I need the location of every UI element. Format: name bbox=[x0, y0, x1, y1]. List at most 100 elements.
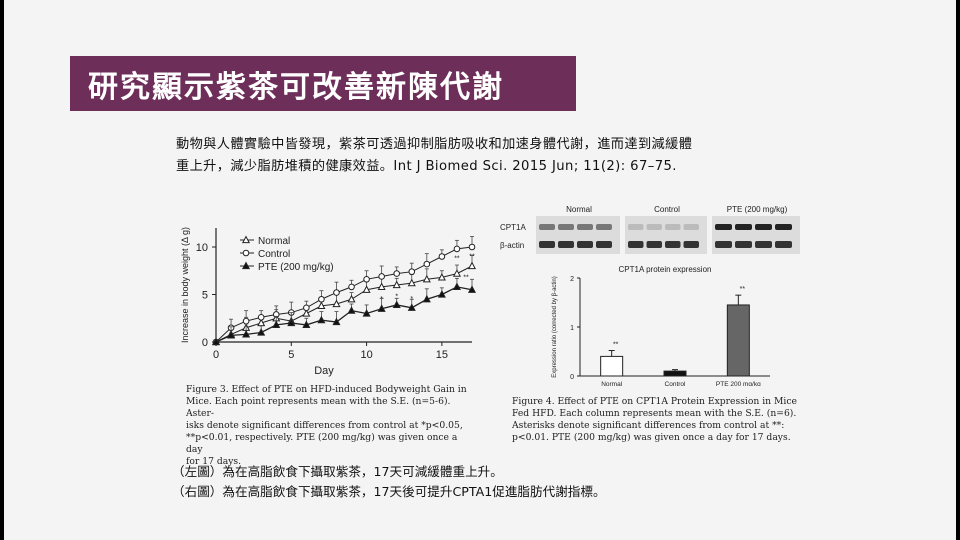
actin-band bbox=[558, 241, 574, 248]
cpt1a-band bbox=[775, 224, 792, 230]
category-label: Control bbox=[665, 381, 687, 386]
significance-mark: * bbox=[395, 293, 398, 300]
y-axis-label: Expression ratio (corrected by β-actin) bbox=[552, 276, 558, 378]
data-point bbox=[393, 270, 401, 277]
figure-3-caption-line-1: Figure 3. Effect of PTE on HFD-induced B… bbox=[186, 384, 467, 395]
actin-band bbox=[735, 241, 752, 248]
data-point bbox=[257, 328, 266, 336]
series-0 bbox=[211, 255, 477, 346]
data-point bbox=[408, 268, 416, 276]
data-point bbox=[377, 304, 386, 312]
data-point bbox=[332, 317, 341, 326]
figure-3: 0 5 10 15 0 5 10 Day Increase in body weight (Δ … bbox=[172, 212, 482, 467]
cpt1a-band bbox=[577, 224, 593, 230]
footnote-left: （左圖）為在高脂飲食下攝取紫茶，17天可減緩體重上升。 bbox=[172, 464, 503, 479]
actin-band bbox=[596, 241, 612, 248]
y-axis-label: Increase in body weight (Δ g) bbox=[180, 227, 190, 343]
cpt1a-band bbox=[628, 224, 644, 230]
data-point bbox=[362, 309, 371, 317]
data-point bbox=[392, 300, 401, 309]
intro-line-2: 重上升，減少脂肪堆積的健康效益。Int J Biomed Sci. 2015 J… bbox=[176, 159, 677, 174]
bar bbox=[663, 370, 687, 377]
intro-line-1: 動物與人體實驗中皆發現，紫茶可透過抑制脂肪吸收和加速身體代謝，進而達到減緩體 bbox=[176, 137, 693, 152]
legend: Normal Control PTE (200 mg/kg) bbox=[240, 235, 334, 273]
data-point bbox=[438, 253, 446, 260]
data-point bbox=[467, 285, 477, 293]
data-point bbox=[333, 289, 340, 296]
data-point bbox=[378, 273, 385, 280]
figure-4-caption-line-3: Asterisks denote significant differences… bbox=[512, 420, 785, 431]
data-point bbox=[332, 299, 341, 308]
actin-band bbox=[628, 241, 644, 248]
data-point bbox=[407, 278, 416, 287]
data-point bbox=[317, 315, 326, 324]
y-tick-label: 2 bbox=[570, 276, 574, 283]
data-point bbox=[257, 314, 265, 321]
actin-band bbox=[577, 241, 593, 248]
data-point bbox=[302, 320, 311, 328]
data-point bbox=[407, 303, 416, 311]
cpt1a-band bbox=[735, 224, 752, 230]
x-tick-label: 15 bbox=[436, 349, 448, 361]
y-tick-label: 10 bbox=[196, 242, 208, 254]
intro-paragraph: 動物與人體實驗中皆發現，紫茶可透過抑制脂肪吸收和加速身體代謝，進而達到減緩體 重… bbox=[176, 134, 796, 178]
figure-4-caption: Figure 4. Effect of PTE on CPT1A Protein… bbox=[512, 396, 808, 444]
figure-4-caption-line-4: p<0.01. PTE (200 mg/kg) was given once a… bbox=[512, 432, 791, 443]
actin-band bbox=[715, 241, 732, 248]
data-point bbox=[287, 318, 296, 327]
slide: 研究顯示紫茶可改善新陳代謝 動物與人體實驗中皆發現，紫茶可透過抑制脂肪吸收和加速… bbox=[4, 0, 956, 540]
actin-band bbox=[755, 241, 772, 248]
significance-mark: ** bbox=[613, 342, 619, 349]
figure-4-caption-line-1: Figure 4. Effect of PTE on CPT1A Protein… bbox=[512, 396, 797, 407]
legend-marker bbox=[241, 235, 251, 244]
blot-header: Control bbox=[654, 205, 680, 214]
blot-header: Normal bbox=[566, 205, 592, 214]
actin-band bbox=[665, 241, 681, 248]
data-point bbox=[272, 320, 281, 328]
data-point bbox=[302, 309, 311, 317]
series-2 bbox=[211, 277, 477, 346]
series-line bbox=[215, 286, 473, 343]
data-point bbox=[467, 261, 477, 270]
figure-4-caption-line-2: Fed HFD. Each column represents mean wit… bbox=[512, 408, 797, 419]
significance-mark: ** bbox=[469, 253, 475, 260]
data-point bbox=[242, 329, 251, 338]
blot-header: PTE (200 mg/kg) bbox=[727, 205, 788, 214]
significance-mark: ** bbox=[463, 274, 469, 281]
data-point bbox=[377, 282, 386, 290]
legend-label: Control bbox=[258, 249, 290, 260]
data-point bbox=[437, 272, 446, 281]
series-line bbox=[215, 265, 473, 343]
cpt1a-band bbox=[596, 224, 612, 230]
actin-band bbox=[539, 241, 555, 248]
cpt1a-band bbox=[646, 224, 662, 230]
data-point bbox=[422, 274, 431, 283]
blot-panel bbox=[536, 216, 620, 254]
data-point bbox=[423, 260, 431, 268]
data-point bbox=[318, 295, 325, 303]
figure-3-caption-line-5: for 17 days. bbox=[186, 456, 242, 467]
significance-mark: ** bbox=[454, 255, 460, 262]
actin-band bbox=[646, 241, 662, 248]
data-point bbox=[303, 304, 310, 312]
cpt1a-band bbox=[683, 224, 699, 230]
x-axis-label: Day bbox=[314, 365, 334, 377]
footnotes: （左圖）為在高脂飲食下攝取紫茶，17天可減緩體重上升。 （右圖）為在高脂飲食下攝… bbox=[172, 462, 872, 502]
data-point bbox=[211, 337, 221, 346]
data-point bbox=[362, 285, 371, 293]
cpt1a-band bbox=[715, 224, 732, 230]
category-label: PTE 200 mg/kg bbox=[716, 381, 761, 386]
bar bbox=[726, 304, 750, 377]
x-tick-label: 0 bbox=[213, 349, 219, 361]
footnote-right: （右圖）為在高脂飲食下攝取紫茶，17天後可提升CPTA1促進脂肪代謝指標。 bbox=[172, 484, 606, 499]
figure-4: Normal Control PTE (200 mg/kg) CPT1A β-actin… bbox=[500, 196, 810, 466]
significance-mark: * bbox=[380, 296, 383, 303]
data-point bbox=[452, 282, 461, 290]
legend-marker bbox=[241, 261, 251, 270]
data-point bbox=[437, 290, 446, 298]
data-point bbox=[363, 276, 370, 283]
data-point bbox=[422, 294, 431, 303]
series-line bbox=[215, 246, 473, 343]
cpt1a-band bbox=[558, 224, 574, 230]
data-point bbox=[348, 283, 355, 291]
